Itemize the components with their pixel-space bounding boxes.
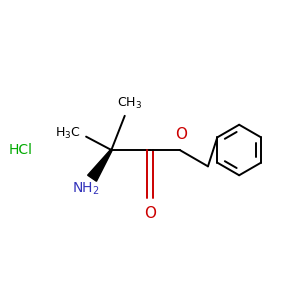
Text: O: O — [175, 127, 187, 142]
Text: NH$_2$: NH$_2$ — [72, 180, 100, 197]
Text: O: O — [144, 206, 156, 221]
Text: HCl: HCl — [9, 143, 33, 157]
Polygon shape — [88, 149, 112, 181]
Text: CH$_3$: CH$_3$ — [117, 96, 142, 112]
Text: H$_3$C: H$_3$C — [56, 126, 81, 141]
